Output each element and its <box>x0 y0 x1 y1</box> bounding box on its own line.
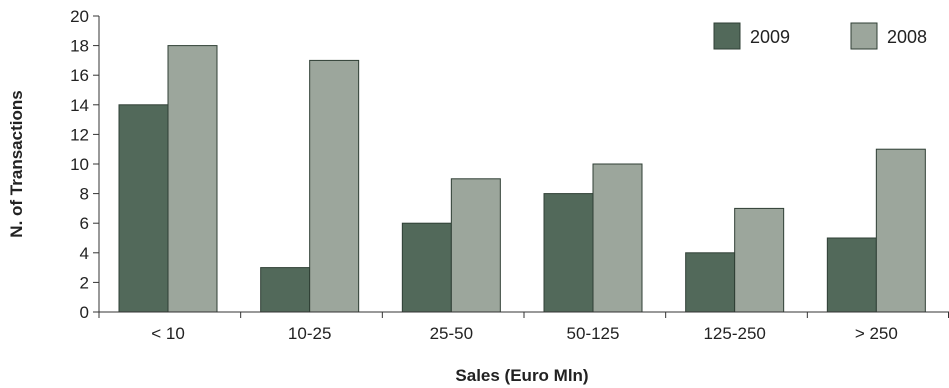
bar-2009-0 <box>118 104 169 313</box>
bar-2008-1 <box>309 59 360 313</box>
bar-2009-2 <box>401 222 452 313</box>
y-tick-label: 6 <box>80 214 89 233</box>
bar-2008-0 <box>167 45 218 313</box>
y-tick-label: 4 <box>80 244 89 263</box>
bar-2009-1 <box>260 267 311 313</box>
bar-2008-5 <box>875 148 926 313</box>
y-axis-title: N. of Transactions <box>7 90 26 237</box>
x-tick-label: 50-125 <box>567 324 620 343</box>
legend: 2009 2008 <box>713 22 927 50</box>
bar-2009-5 <box>826 237 877 313</box>
y-tick-label: 10 <box>70 155 89 174</box>
y-tick-label: 18 <box>70 37 89 56</box>
bars-layer <box>118 45 926 313</box>
axes-layer <box>93 15 949 318</box>
y-tick-label: 2 <box>80 273 89 292</box>
bar-2008-2 <box>450 178 501 313</box>
legend-label-2008: 2008 <box>887 27 927 47</box>
x-tick-label: < 10 <box>151 324 185 343</box>
bar-2008-3 <box>592 163 643 313</box>
y-tick-label: 20 <box>70 7 89 26</box>
y-tick-label: 14 <box>70 96 89 115</box>
y-tick-label: 16 <box>70 66 89 85</box>
y-tick-label: 0 <box>80 303 89 322</box>
x-tick-label: > 250 <box>855 324 898 343</box>
y-tick-label: 8 <box>80 185 89 204</box>
bar-2009-3 <box>543 193 594 313</box>
x-tick-label: 10-25 <box>288 324 331 343</box>
x-tick-label: 125-250 <box>703 324 765 343</box>
ticks-layer: < 10 10-25 25-50 50-125 125-250 > 250 0 2 4 6 8 10 1… <box>70 7 898 343</box>
x-axis-title: Sales (Euro Mln) <box>455 366 588 385</box>
bar-2008-4 <box>734 207 785 313</box>
bar-2009-4 <box>685 252 736 313</box>
legend-swatch-2008 <box>850 22 878 50</box>
legend-swatch-2009 <box>713 22 741 50</box>
x-tick-label: 25-50 <box>430 324 473 343</box>
legend-label-2009: 2009 <box>750 27 790 47</box>
y-tick-label: 12 <box>70 125 89 144</box>
